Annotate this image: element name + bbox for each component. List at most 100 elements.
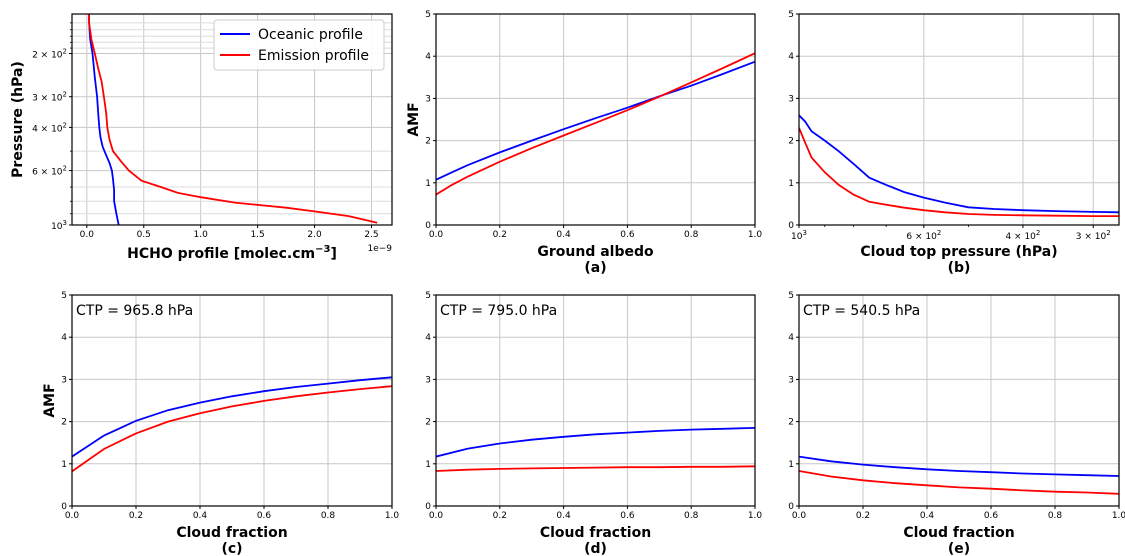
y-tick-label-3-exp: 2 <box>63 165 67 173</box>
y-tick-label-2-exp: 2 <box>63 121 67 129</box>
panel-label: (b) <box>948 260 971 276</box>
chart-c: 0.0 0.2 0.4 0.6 0.8 1.0 0 1 2 3 4 5 Cloud fraction(c… <box>42 291 399 556</box>
series-line-oceanic <box>799 114 1119 214</box>
x-offset-text: 1e−9 <box>367 244 392 254</box>
chart-e: 0.0 0.2 0.4 0.6 0.8 1.0 0 1 2 3 4 5 Cloud fraction(e… <box>788 291 1125 556</box>
x-tick-label-0: 103 <box>791 229 807 242</box>
y-tick-label-4: 103 <box>51 219 67 232</box>
y-tick-label-0: 0 <box>788 221 794 231</box>
x-tick-label-5: 1.0 <box>748 230 763 240</box>
x-tick-label-2: 0.4 <box>556 230 571 240</box>
x-tick-label-0: 0.0 <box>80 230 95 240</box>
y-tick-label-3-base: 6 × 10 <box>32 168 63 178</box>
panel-label: (a) <box>584 260 606 276</box>
legend-label-emission: Emission profile <box>258 48 369 64</box>
x-axis-label: Cloud top pressure (hPa) <box>860 244 1057 260</box>
legend: Oceanic profile Emission profile <box>213 19 385 71</box>
y-tick-label-1: 3 × 102 <box>32 91 67 104</box>
x-tick-label-4: 0.8 <box>321 511 336 521</box>
x-tick-label-5: 1.0 <box>748 511 763 521</box>
series-line-emission <box>436 465 755 472</box>
x-tick-label-4: 0.8 <box>684 511 699 521</box>
y-tick-label-0: 0 <box>788 502 794 512</box>
series-line-emission <box>436 52 755 196</box>
panel-label: (d) <box>584 541 607 556</box>
x-tick-label-1: 6 × 102 <box>906 229 941 242</box>
series-line-oceanic <box>72 376 392 458</box>
x-tick-label-0: 0.0 <box>65 511 80 521</box>
y-tick-label-2: 2 <box>788 137 794 147</box>
x-tick-label-5: 1.0 <box>385 511 400 521</box>
x-tick-label-5: 1.0 <box>1112 511 1125 521</box>
x-tick-label-1: 0.5 <box>137 230 151 240</box>
y-tick-label-1: 1 <box>61 460 67 470</box>
y-tick-label-5: 5 <box>788 291 794 301</box>
x-axis-label: Ground albedo <box>537 244 654 260</box>
x-tick-label-3: 0.6 <box>620 511 635 521</box>
x-tick-label-0: 0.0 <box>792 511 807 521</box>
y-tick-label-1-exp: 2 <box>63 91 67 99</box>
legend-label-oceanic: Oceanic profile <box>258 27 363 43</box>
axes-frame <box>435 294 756 507</box>
x-tick-label-0: 0.0 <box>429 511 444 521</box>
y-tick-label-2-base: 4 × 10 <box>32 124 63 134</box>
y-tick-label-2: 2 <box>61 418 67 428</box>
y-tick-label-0-base: 2 × 10 <box>32 51 63 61</box>
y-tick-label-0: 0 <box>425 221 431 231</box>
y-tick-label-2: 2 <box>425 418 431 428</box>
x-tick-label-2: 4 × 102 <box>1005 229 1040 242</box>
y-tick-label-3: 3 <box>425 94 431 104</box>
y-tick-label-0: 0 <box>425 502 431 512</box>
y-tick-label-4: 4 <box>61 333 67 343</box>
x-tick-label-3: 3 × 102 <box>1076 229 1111 242</box>
x-tick-label-4: 0.8 <box>1048 511 1063 521</box>
x-axis-label-sup: −3 <box>315 244 330 255</box>
x-tick-label-3: 0.6 <box>620 230 635 240</box>
y-tick-label-4: 4 <box>425 52 431 62</box>
axes-frame <box>435 13 756 226</box>
x-tick-label-5: 2.5 <box>364 230 378 240</box>
legend-box <box>213 19 385 71</box>
ctp-annotation: CTP = 540.5 hPa <box>803 303 920 319</box>
y-tick-label-2: 4 × 102 <box>32 121 67 134</box>
y-tick-label-3: 3 <box>788 94 794 104</box>
axes-frame <box>71 13 393 226</box>
y-tick-label-1: 1 <box>788 460 794 470</box>
panel-label: (e) <box>948 541 970 556</box>
x-tick-label-1-exp: 2 <box>937 229 941 237</box>
x-axis-label-main: HCHO profile [molec.cm <box>127 246 315 262</box>
series-line-emission <box>799 127 1119 218</box>
y-tick-label-0: 2 × 102 <box>32 48 67 61</box>
y-tick-label-2: 2 <box>788 418 794 428</box>
y-tick-label-2: 2 <box>425 137 431 147</box>
ctp-annotation: CTP = 795.0 hPa <box>440 303 557 319</box>
x-tick-label-3-exp: 2 <box>1106 229 1110 237</box>
y-tick-label-1: 1 <box>788 179 794 189</box>
x-axis-label: Cloud fraction <box>176 525 287 541</box>
x-tick-label-1: 0.2 <box>856 511 870 521</box>
x-tick-label-2: 0.4 <box>193 511 208 521</box>
x-tick-label-3: 1.5 <box>250 230 264 240</box>
y-axis-label: AMF <box>406 102 422 136</box>
x-tick-label-2: 1.0 <box>194 230 209 240</box>
series-line-emission <box>72 385 392 473</box>
chart-d: 0.0 0.2 0.4 0.6 0.8 1.0 0 1 2 3 4 5 Cloud fraction(d… <box>425 291 762 556</box>
axes-frame <box>71 294 393 507</box>
x-tick-label-3: 0.6 <box>257 511 272 521</box>
y-tick-label-3: 3 <box>425 375 431 385</box>
y-tick-label-4: 4 <box>788 52 794 62</box>
series-line-oceanic <box>436 60 755 181</box>
series-line-oceanic <box>436 427 755 458</box>
y-tick-label-5: 5 <box>425 10 431 20</box>
x-tick-label-4: 2.0 <box>307 230 322 240</box>
y-tick-label-5: 5 <box>425 291 431 301</box>
y-tick-label-5: 5 <box>61 291 67 301</box>
y-tick-label-1: 1 <box>425 460 431 470</box>
y-tick-label-5: 5 <box>788 10 794 20</box>
y-tick-label-1-base: 3 × 10 <box>32 94 63 104</box>
chart-b: 103 6 × 102 4 × 102 3 × 102 0 1 2 3 4 5 Cloud top … <box>788 10 1120 276</box>
y-tick-label-4-exp: 3 <box>63 219 67 227</box>
y-axis-label: AMF <box>42 383 58 417</box>
